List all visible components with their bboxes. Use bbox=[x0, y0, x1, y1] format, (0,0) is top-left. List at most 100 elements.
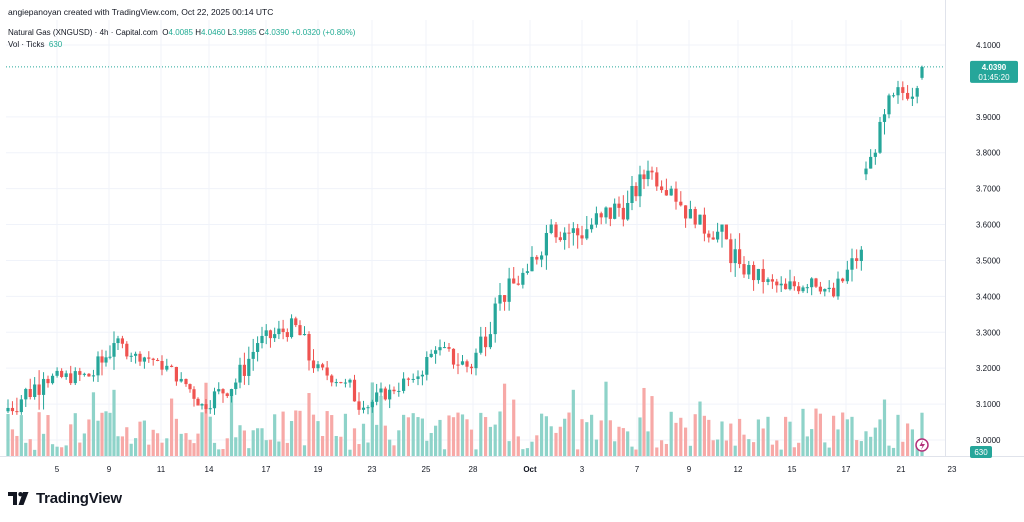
candle-body bbox=[352, 379, 357, 402]
volume-bar bbox=[544, 416, 548, 456]
candle-body bbox=[87, 373, 91, 377]
candle-body bbox=[766, 279, 770, 282]
x-tick-label: 11 bbox=[157, 465, 166, 474]
candle-body bbox=[147, 357, 151, 359]
volume-bar bbox=[366, 442, 370, 456]
volume-bar bbox=[375, 424, 379, 456]
candle-body bbox=[752, 264, 756, 281]
volume-bar bbox=[642, 387, 646, 456]
candle-body bbox=[698, 214, 702, 225]
volume-bar bbox=[836, 429, 840, 456]
volume-bar bbox=[212, 442, 217, 456]
volume-bar bbox=[256, 428, 260, 456]
candle-body bbox=[679, 201, 683, 206]
candle-body bbox=[247, 358, 251, 376]
volume-bar bbox=[906, 423, 910, 456]
volume-bar bbox=[6, 413, 10, 456]
candle-body bbox=[402, 378, 406, 391]
volume-bar bbox=[502, 383, 507, 456]
volume-bar bbox=[770, 444, 774, 456]
candle-body bbox=[192, 389, 196, 399]
volume-bar bbox=[348, 449, 352, 456]
open-label: O bbox=[162, 28, 169, 37]
volume-bar bbox=[882, 399, 887, 456]
candle-body bbox=[516, 283, 520, 285]
volume-bar bbox=[788, 421, 792, 456]
candle-body bbox=[41, 378, 46, 395]
x-tick-label: 21 bbox=[897, 465, 906, 474]
candle-body bbox=[521, 272, 525, 285]
candle-body bbox=[634, 185, 638, 197]
volume-bar bbox=[488, 426, 492, 456]
volume-bar bbox=[10, 429, 15, 456]
tradingview-logo[interactable]: TradingView bbox=[8, 490, 122, 507]
volume-bar bbox=[370, 382, 374, 456]
candle-body bbox=[873, 152, 877, 157]
candle-body bbox=[915, 88, 919, 97]
symbol-label[interactable]: Natural Gas (XNGUSD) · 4h · Capital.com bbox=[8, 28, 158, 37]
volume-bar bbox=[298, 410, 302, 456]
y-tick-label: 3.1000 bbox=[976, 400, 1001, 409]
volume-bar bbox=[664, 443, 668, 456]
volume-bar bbox=[599, 420, 603, 456]
candle-body bbox=[530, 256, 534, 272]
volume-bar bbox=[200, 412, 204, 456]
candle-body bbox=[151, 358, 155, 360]
volume-bar bbox=[766, 416, 770, 456]
volume-bar bbox=[120, 436, 124, 456]
candle-body bbox=[260, 335, 264, 344]
candle-body bbox=[285, 332, 289, 338]
volume-bar bbox=[116, 436, 120, 456]
volume-bar bbox=[590, 414, 594, 456]
volume-bar bbox=[479, 412, 483, 456]
candle-body bbox=[906, 92, 910, 99]
volume-bar bbox=[343, 413, 348, 456]
volume-bar bbox=[447, 415, 451, 456]
candle-body bbox=[617, 203, 621, 208]
candle-body bbox=[69, 373, 73, 384]
candle-body bbox=[910, 96, 914, 99]
candle-body bbox=[96, 356, 100, 376]
volume-bar bbox=[91, 392, 96, 456]
candle-body bbox=[684, 205, 688, 219]
low-value: 3.9985 bbox=[232, 28, 257, 37]
candle-body bbox=[507, 278, 511, 302]
volume-bar bbox=[260, 428, 264, 456]
candle-body bbox=[19, 399, 23, 413]
candle-body bbox=[108, 356, 112, 358]
candle-body bbox=[238, 364, 242, 383]
volume-bar bbox=[188, 439, 192, 456]
volume-bar bbox=[402, 414, 406, 456]
volume-bar bbox=[192, 443, 196, 456]
volume-bar bbox=[896, 414, 900, 456]
candle-body bbox=[544, 232, 548, 256]
volume-bar bbox=[112, 389, 116, 456]
volume-bar bbox=[289, 420, 294, 456]
volume-label[interactable]: Vol · Ticks bbox=[8, 40, 45, 49]
volume-bar bbox=[594, 439, 598, 456]
volume-bar bbox=[891, 447, 896, 456]
volume-bar bbox=[646, 431, 650, 456]
candle-body bbox=[91, 375, 96, 377]
volume-bar bbox=[761, 428, 765, 456]
candle-body bbox=[525, 271, 530, 273]
volume-bar bbox=[294, 410, 298, 456]
x-tick-label: 14 bbox=[205, 465, 214, 474]
candle-body bbox=[348, 379, 352, 383]
candle-body bbox=[621, 207, 625, 220]
candle-body bbox=[465, 361, 469, 367]
x-tick-label: 15 bbox=[788, 465, 797, 474]
candle-body bbox=[775, 281, 779, 286]
volume-bar bbox=[352, 428, 357, 456]
volume-bar bbox=[604, 381, 608, 456]
candle-body bbox=[646, 170, 650, 180]
volume-bar bbox=[810, 429, 814, 456]
volume-bar bbox=[738, 418, 742, 456]
candle-body bbox=[896, 87, 900, 96]
candle-body bbox=[251, 351, 255, 359]
candle-body bbox=[188, 384, 192, 390]
volume-bar bbox=[608, 420, 612, 456]
change-value: +0.0320 (+0.80%) bbox=[291, 28, 356, 37]
volume-bar bbox=[797, 442, 801, 456]
